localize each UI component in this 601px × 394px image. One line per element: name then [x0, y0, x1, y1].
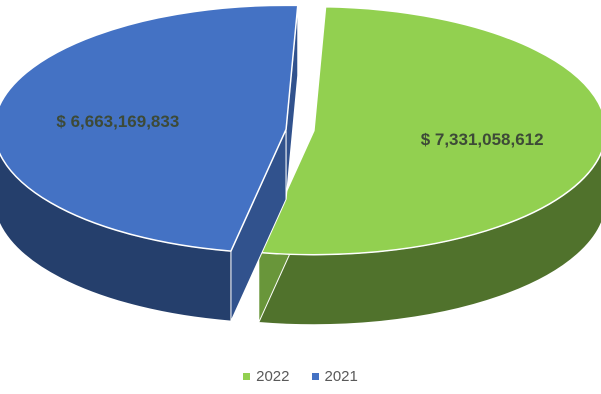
legend-label-2022: 2022	[256, 368, 290, 385]
slice-2021-top	[0, 4, 299, 252]
legend-label-2021: 2021	[324, 368, 358, 385]
chart-legend: 2022 2021	[0, 368, 601, 385]
legend-item-2022[interactable]: 2022	[243, 368, 290, 385]
slice-2021[interactable]	[0, 4, 299, 322]
legend-item-2021[interactable]: 2021	[311, 368, 358, 385]
legend-swatch-2022	[243, 373, 251, 380]
data-label-2022: $ 7,331,058,612	[421, 130, 544, 149]
slice-2022[interactable]	[257, 6, 601, 326]
slice-2022-top	[257, 6, 601, 256]
legend-swatch-2021	[311, 373, 319, 380]
data-label-2021: $ 6,663,169,833	[56, 112, 179, 131]
